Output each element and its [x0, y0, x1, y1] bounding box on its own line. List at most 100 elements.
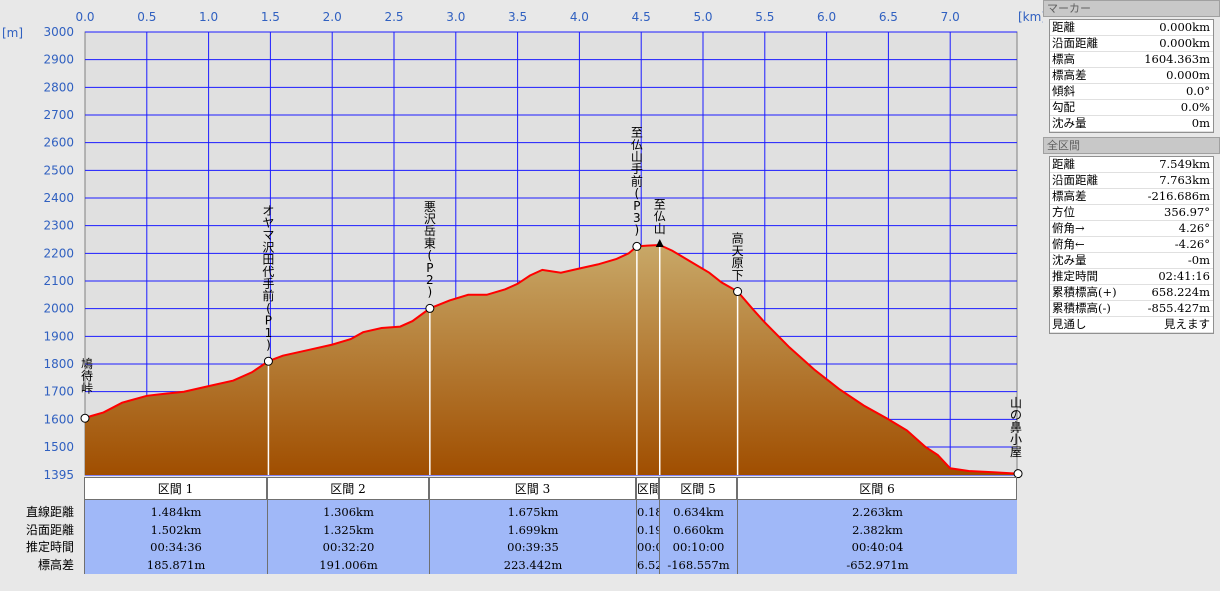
- info-key: 沈み量: [1052, 116, 1087, 130]
- info-key: 標高差: [1052, 68, 1087, 82]
- segment-header[interactable]: 区間 4: [636, 477, 659, 500]
- segment-value: 0.189km: [637, 505, 659, 519]
- x-tick-label: 2.5: [384, 10, 403, 24]
- y-tick-label: 1600: [43, 412, 74, 426]
- info-key: 標高: [1052, 52, 1075, 66]
- segment-values: 0.634km 0.660km 00:10:00 -168.557m: [659, 500, 737, 574]
- segment-value: 00:10:00: [672, 540, 725, 554]
- x-tick-label: 4.0: [570, 10, 589, 24]
- info-value: 7.549km: [1159, 157, 1210, 171]
- x-tick-label: 3.0: [446, 10, 465, 24]
- info-key: 標高差: [1052, 189, 1087, 203]
- circle-marker-icon[interactable]: [263, 356, 273, 366]
- info-row: 沿面距離 7.763km: [1050, 173, 1213, 189]
- segment-column: 区間 3 1.675km 1.699km 00:39:35 223.442m: [429, 477, 636, 574]
- info-value: 見えます: [1164, 317, 1210, 331]
- segment-value: -652.971m: [846, 557, 909, 572]
- circle-marker-icon[interactable]: [632, 241, 642, 251]
- circle-marker-icon[interactable]: [1013, 469, 1023, 479]
- summit-triangle-icon[interactable]: [655, 239, 664, 248]
- info-key: 見通し: [1052, 317, 1087, 331]
- segment-column: 区間 2 1.306km 1.325km 00:32:20 191.006m: [267, 477, 429, 574]
- segment-value: 0.194km: [637, 522, 659, 537]
- segment-header[interactable]: 区間 3: [429, 477, 636, 500]
- marker-table: 距離 0.000km 沿面距離 0.000km 標高 1604.363m 標高差 0.000m…: [1049, 19, 1214, 133]
- info-row: 累積標高(-) -855.427m: [1050, 301, 1213, 317]
- info-value: 0.000km: [1159, 36, 1210, 50]
- segment-value: 0.660km: [673, 522, 724, 537]
- info-row: 勾配 0.0%: [1050, 100, 1213, 116]
- segment-values: 1.675km 1.699km 00:39:35 223.442m: [429, 500, 636, 574]
- info-value: 0.000m: [1166, 68, 1210, 82]
- y-tick-label: 2600: [43, 136, 74, 150]
- segment-value: 1.699km: [507, 522, 559, 537]
- y-tick-label: 1700: [43, 385, 74, 399]
- total-panel-title: 全区間: [1043, 137, 1220, 154]
- elevation-profile-chart[interactable]: 0.0 0.5 1.0 1.5 2.0 2.5 3.0 3.5 4.0 4.5 5.0 5.5 6.0 6…: [0, 0, 1043, 591]
- y-tick-label: 1395: [43, 468, 74, 482]
- info-key: 推定時間: [1052, 269, 1098, 283]
- segment-value: 1.502km: [150, 522, 202, 537]
- waypoint-label: 至仏山手前(P 3): [631, 126, 643, 238]
- info-value: 0.0%: [1180, 100, 1210, 114]
- info-row: 標高差 -216.686m: [1050, 189, 1213, 205]
- info-value: -4.26°: [1174, 237, 1210, 251]
- info-value: 02:41:16: [1158, 269, 1210, 283]
- y-tick-label: 3000: [43, 25, 74, 39]
- waypoint-markers[interactable]: [80, 239, 1023, 479]
- x-tick-label: 5.5: [755, 10, 774, 24]
- info-row: 距離 0.000km: [1050, 20, 1213, 36]
- y-tick-label: 1500: [43, 440, 74, 454]
- segment-values: 1.484km 1.502km 00:34:36 185.871m: [84, 500, 267, 574]
- info-key: 累積標高(+): [1052, 285, 1117, 299]
- segment-header[interactable]: 区間 2: [267, 477, 429, 500]
- info-row: 傾斜 0.0°: [1050, 84, 1213, 100]
- segment-value: 00:04:: [637, 540, 659, 554]
- info-key: 俯角←: [1052, 237, 1085, 251]
- info-key: 沈み量: [1052, 253, 1087, 267]
- segment-value: 0.634km: [673, 505, 724, 519]
- terrain-area: [85, 245, 1019, 475]
- info-row: 俯角← -4.26°: [1050, 237, 1213, 253]
- x-unit-label: [km]: [1018, 10, 1043, 24]
- info-key: 傾斜: [1052, 84, 1075, 98]
- x-tick-label: 0.5: [137, 10, 156, 24]
- segment-table: 区間 1 1.484km 1.502km 00:34:36 185.871m 区間 2 1.…: [84, 477, 1017, 574]
- waypoint-label: 悪沢岳東(P 2): [424, 200, 436, 299]
- info-key: 俯角→: [1052, 221, 1085, 235]
- x-tick-label: 6.0: [817, 10, 836, 24]
- info-panel: マーカー 距離 0.000km 沿面距離 0.000km 標高 1604.363m 標高差 0…: [1043, 0, 1220, 591]
- x-tick-label: 4.5: [632, 10, 651, 24]
- waypoint-label: オヤマ沢田代手前(P 1): [262, 204, 274, 352]
- info-value: 0.0°: [1185, 84, 1210, 98]
- segment-column: 区間 1 1.484km 1.502km 00:34:36 185.871m: [84, 477, 267, 574]
- info-row: 沿面距離 0.000km: [1050, 36, 1213, 52]
- y-tick-label: 2700: [43, 108, 74, 122]
- x-tick-label: 3.5: [508, 10, 527, 24]
- y-tick-label: 1800: [43, 357, 74, 371]
- segment-value: 2.263km: [852, 505, 903, 519]
- info-value: 7.763km: [1159, 173, 1210, 187]
- segment-value: 00:32:20: [322, 540, 375, 554]
- waypoint-lines: [267, 245, 739, 475]
- segment-header[interactable]: 区間 5: [659, 477, 737, 500]
- x-tick-label: 2.0: [323, 10, 342, 24]
- y-tick-label: 2400: [43, 191, 74, 205]
- circle-marker-icon[interactable]: [733, 287, 743, 297]
- segment-header[interactable]: 区間 1: [84, 477, 267, 500]
- x-tick-label: 1.5: [261, 10, 280, 24]
- y-tick-label: 1900: [43, 329, 74, 343]
- terrain-fill: [85, 245, 1019, 475]
- segment-header[interactable]: 区間 6: [737, 477, 1017, 500]
- y-tick-label: 2500: [43, 163, 74, 177]
- info-value: -0m: [1187, 253, 1210, 267]
- x-tick-label: 0.0: [75, 10, 94, 24]
- circle-marker-icon[interactable]: [425, 303, 435, 313]
- segment-value: 223.442m: [503, 557, 563, 572]
- circle-marker-icon[interactable]: [80, 413, 90, 423]
- info-row: 距離 7.549km: [1050, 157, 1213, 173]
- info-key: 距離: [1052, 20, 1075, 34]
- waypoint-label: 至仏山: [654, 197, 666, 235]
- segment-value: 191.006m: [319, 557, 378, 572]
- segment-value: 00:34:36: [150, 540, 202, 554]
